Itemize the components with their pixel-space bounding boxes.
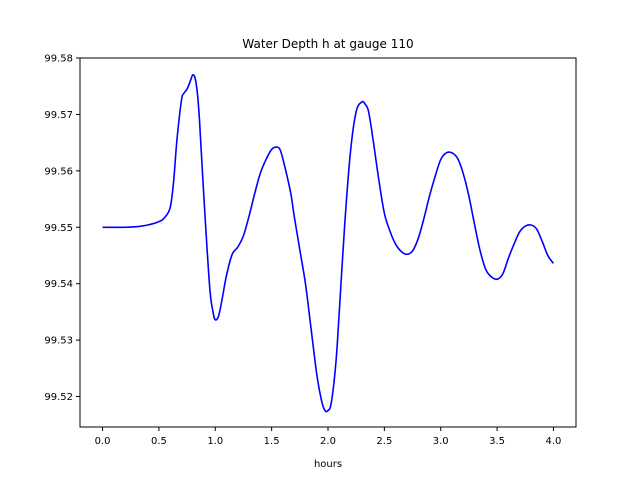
x-tick-label: 2.0 bbox=[320, 436, 336, 447]
x-tick-label: 4.0 bbox=[546, 436, 562, 447]
x-tick-label: 1.0 bbox=[207, 436, 223, 447]
y-tick-label: 99.52 bbox=[44, 392, 73, 403]
series-line-0 bbox=[102, 73, 555, 413]
x-tick-label: 3.0 bbox=[433, 436, 449, 447]
plot-area-frame bbox=[79, 57, 577, 428]
y-tick-label: 99.58 bbox=[44, 54, 73, 65]
x-tick-label: 1.5 bbox=[264, 436, 280, 447]
y-tick-label: 99.56 bbox=[44, 166, 73, 177]
chart-title: Water Depth h at gauge 110 bbox=[242, 37, 413, 51]
x-tick-label: 0.5 bbox=[151, 436, 167, 447]
y-tick-label: 99.54 bbox=[44, 279, 73, 290]
x-tick-label: 3.5 bbox=[489, 436, 505, 447]
x-tick-label: 2.5 bbox=[376, 436, 392, 447]
y-tick-label: 99.57 bbox=[44, 110, 73, 121]
x-axis-label: hours bbox=[314, 459, 342, 470]
y-axis-ticks: 99.52 99.53 99.54 99.55 99.56 99.57 99.58 bbox=[44, 54, 80, 403]
y-tick-label: 99.53 bbox=[44, 336, 73, 347]
x-axis-ticks: 0.0 0.5 1.0 1.5 2.0 2.5 3.0 3.5 4.0 bbox=[95, 427, 562, 447]
x-tick-label: 0.0 bbox=[95, 436, 111, 447]
y-tick-label: 99.55 bbox=[44, 223, 73, 234]
data-layer bbox=[102, 73, 555, 413]
